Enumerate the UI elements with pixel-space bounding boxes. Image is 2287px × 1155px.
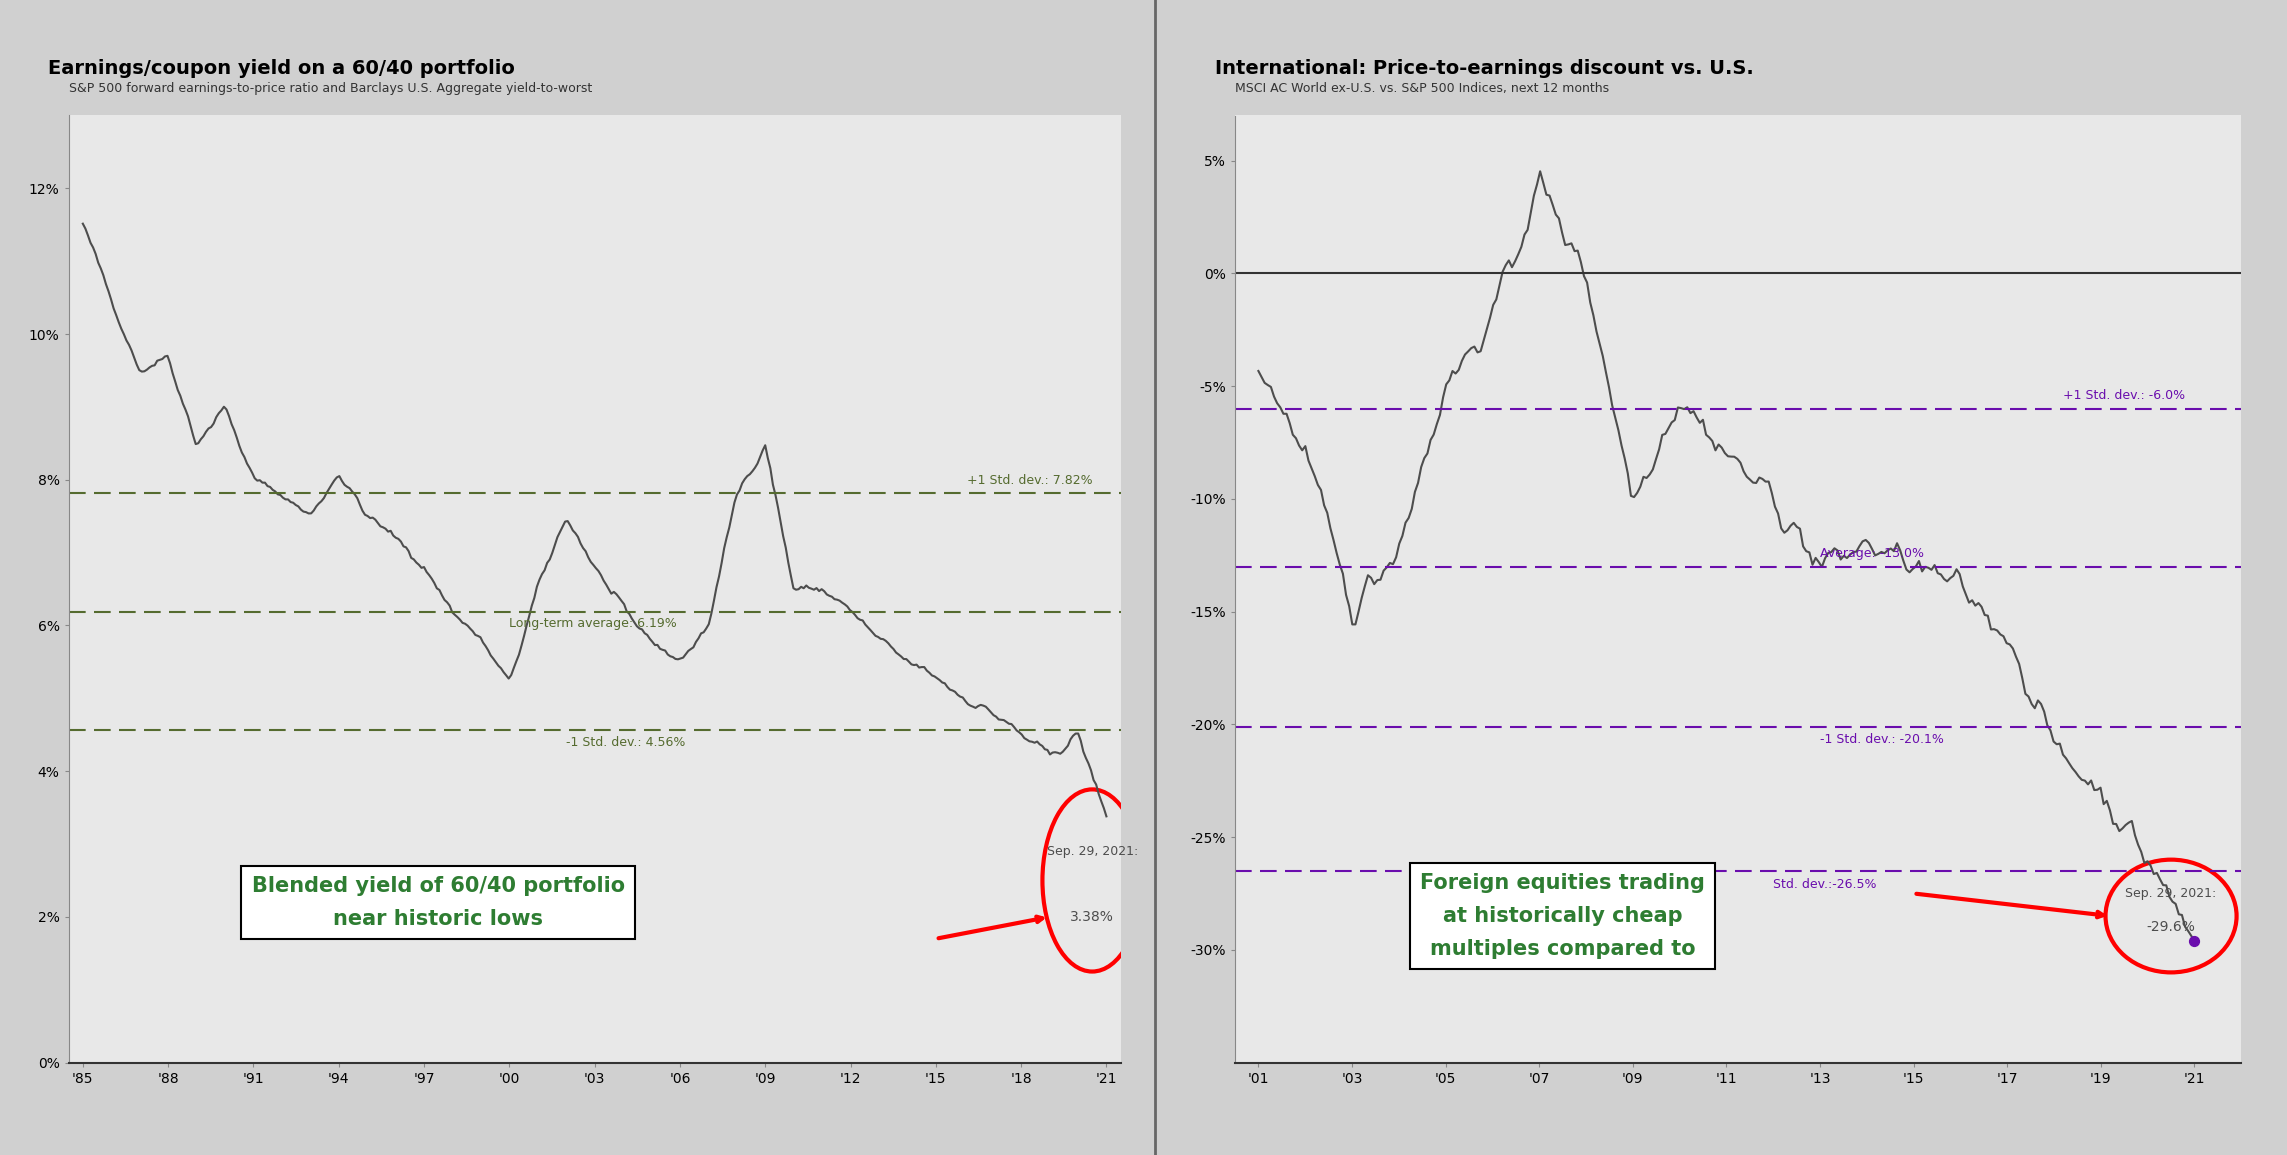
Text: Foreign equities trading
at historically cheap
multiples compared to: Foreign equities trading at historically… xyxy=(1420,873,1706,959)
Text: Sep. 29, 2021:: Sep. 29, 2021: xyxy=(2125,887,2216,900)
Text: -29.6%: -29.6% xyxy=(2147,921,2196,934)
Text: S&P 500 forward earnings-to-price ratio and Barclays U.S. Aggregate yield-to-wor: S&P 500 forward earnings-to-price ratio … xyxy=(69,82,592,96)
Text: Long-term average: 6.19%: Long-term average: 6.19% xyxy=(510,618,677,631)
Text: +1 Std. dev.: 7.82%: +1 Std. dev.: 7.82% xyxy=(967,474,1093,487)
Text: -1 Std. dev.: -20.1%: -1 Std. dev.: -20.1% xyxy=(1820,733,1944,746)
Text: Std. dev.:-26.5%: Std. dev.:-26.5% xyxy=(1772,878,1878,891)
Text: 3.38%: 3.38% xyxy=(1070,910,1114,924)
Text: Sep. 29, 2021:: Sep. 29, 2021: xyxy=(1047,844,1139,858)
Point xyxy=(2177,932,2214,951)
Text: +1 Std. dev.: -6.0%: +1 Std. dev.: -6.0% xyxy=(2063,389,2184,402)
Text: Earnings/coupon yield on a 60/40 portfolio: Earnings/coupon yield on a 60/40 portfol… xyxy=(48,59,515,77)
Text: Average: -13.0%: Average: -13.0% xyxy=(1820,546,1923,560)
Text: International: Price-to-earnings discount vs. U.S.: International: Price-to-earnings discoun… xyxy=(1214,59,1754,77)
Text: Blended yield of 60/40 portfolio
near historic lows: Blended yield of 60/40 portfolio near hi… xyxy=(252,875,624,929)
Text: -1 Std. dev.: 4.56%: -1 Std. dev.: 4.56% xyxy=(567,736,686,750)
Text: MSCI AC World ex-U.S. vs. S&P 500 Indices, next 12 months: MSCI AC World ex-U.S. vs. S&P 500 Indice… xyxy=(1235,82,1610,96)
